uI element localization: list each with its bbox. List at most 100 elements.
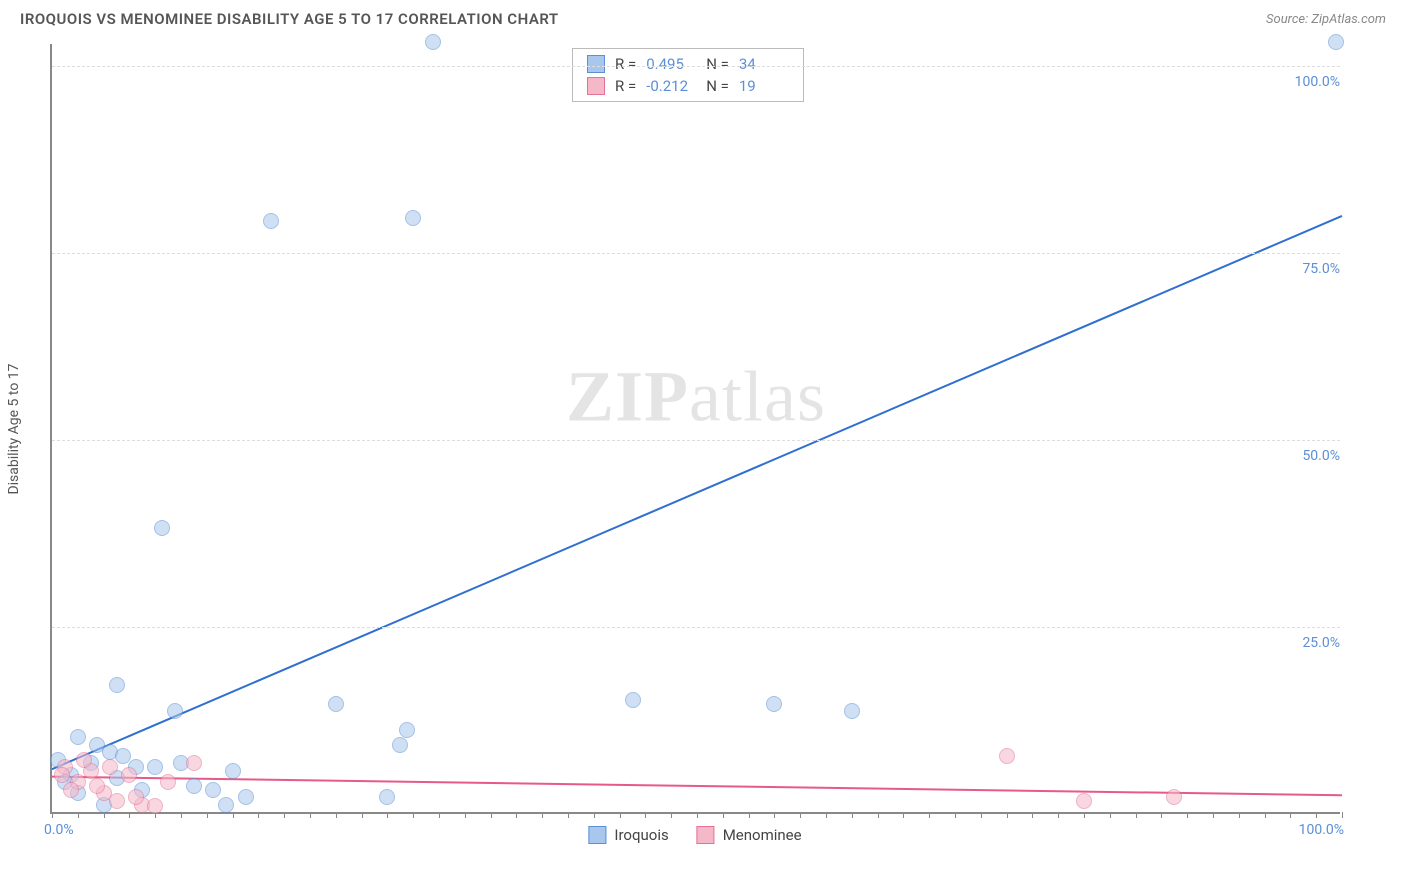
x-minor-tick	[104, 812, 105, 818]
x-minor-tick	[1110, 812, 1111, 818]
series-legend: Iroquois Menominee	[588, 826, 801, 844]
x-minor-tick	[542, 812, 543, 818]
x-minor-tick	[1187, 812, 1188, 818]
data-point	[154, 520, 170, 536]
data-point	[70, 729, 86, 745]
watermark-atlas: atlas	[689, 357, 826, 437]
legend-label-menominee: Menominee	[723, 826, 802, 844]
x-minor-tick	[1007, 812, 1008, 818]
source-label: Source: ZipAtlas.com	[1266, 12, 1386, 27]
data-point	[54, 767, 70, 783]
x-minor-tick	[52, 812, 53, 818]
watermark-zip: ZIP	[566, 357, 689, 437]
data-point	[186, 778, 202, 794]
x-minor-tick	[310, 812, 311, 818]
data-point	[147, 798, 163, 814]
gridline-h	[52, 627, 1340, 628]
data-point	[147, 759, 163, 775]
y-tick-label: 100.0%	[1291, 74, 1344, 90]
x-minor-tick	[697, 812, 698, 818]
trend-line	[52, 216, 1342, 769]
data-point	[218, 797, 234, 813]
n-value-0: 34	[739, 55, 789, 73]
x-minor-tick	[413, 812, 414, 818]
legend-item-iroquois: Iroquois	[588, 826, 668, 844]
x-minor-tick	[1265, 812, 1266, 818]
data-point	[167, 703, 183, 719]
data-point	[63, 782, 79, 798]
y-tick-label: 75.0%	[1298, 261, 1344, 277]
x-minor-tick	[568, 812, 569, 818]
x-minor-tick	[852, 812, 853, 818]
x-minor-tick	[207, 812, 208, 818]
x-minor-tick	[1032, 812, 1033, 818]
correlation-row-1: R = -0.212 N = 19	[573, 75, 803, 97]
correlation-row-0: R = 0.495 N = 34	[573, 53, 803, 75]
data-point	[1328, 34, 1344, 50]
data-point	[102, 759, 118, 775]
x-minor-tick	[129, 812, 130, 818]
x-minor-tick	[981, 812, 982, 818]
legend-item-menominee: Menominee	[697, 826, 802, 844]
legend-swatch-menominee	[587, 77, 605, 95]
x-minor-tick	[774, 812, 775, 818]
n-value-1: 19	[739, 77, 789, 95]
x-minor-tick	[1084, 812, 1085, 818]
legend-swatch-iroquois	[587, 55, 605, 73]
y-tick-label: 25.0%	[1298, 635, 1344, 651]
x-minor-tick	[749, 812, 750, 818]
y-tick-label: 50.0%	[1298, 448, 1344, 464]
x-minor-tick	[671, 812, 672, 818]
r-value-0: 0.495	[646, 55, 696, 73]
data-point	[109, 677, 125, 693]
r-value-1: -0.212	[646, 77, 696, 95]
x-minor-tick	[516, 812, 517, 818]
gridline-h	[52, 253, 1340, 254]
x-minor-tick	[1161, 812, 1162, 818]
data-point	[425, 34, 441, 50]
data-point	[225, 763, 241, 779]
x-minor-tick	[491, 812, 492, 818]
x-minor-tick	[1058, 812, 1059, 818]
data-point	[263, 213, 279, 229]
x-minor-tick	[955, 812, 956, 818]
data-point	[160, 774, 176, 790]
data-point	[379, 789, 395, 805]
x-minor-tick	[826, 812, 827, 818]
legend-swatch-iroquois-icon	[588, 826, 606, 844]
n-label: N =	[706, 77, 729, 95]
data-point	[109, 793, 125, 809]
data-point	[844, 703, 860, 719]
data-point	[205, 782, 221, 798]
x-minor-tick	[594, 812, 595, 818]
n-label: N =	[706, 55, 729, 73]
chart-header: IROQUOIS VS MENOMINEE DISABILITY AGE 5 T…	[0, 0, 1406, 34]
x-minor-tick	[903, 812, 904, 818]
chart-title: IROQUOIS VS MENOMINEE DISABILITY AGE 5 T…	[20, 10, 559, 28]
data-point	[999, 748, 1015, 764]
x-minor-tick	[723, 812, 724, 818]
r-label: R =	[615, 55, 636, 73]
plot-area: ZIPatlas R = 0.495 N = 34 R = -0.212 N =…	[50, 44, 1340, 814]
data-point	[405, 210, 421, 226]
x-minor-tick	[233, 812, 234, 818]
data-point	[392, 737, 408, 753]
data-point	[328, 696, 344, 712]
data-point	[186, 755, 202, 771]
x-minor-tick	[78, 812, 79, 818]
x-minor-tick	[362, 812, 363, 818]
data-point	[1166, 789, 1182, 805]
x-tick-origin: 0.0%	[44, 822, 74, 838]
x-minor-tick	[1136, 812, 1137, 818]
x-minor-tick	[645, 812, 646, 818]
x-minor-tick	[336, 812, 337, 818]
data-point	[625, 692, 641, 708]
data-point	[1076, 793, 1092, 809]
legend-label-iroquois: Iroquois	[614, 826, 668, 844]
x-minor-tick	[1213, 812, 1214, 818]
x-minor-tick	[1290, 812, 1291, 818]
x-minor-tick	[284, 812, 285, 818]
x-minor-tick	[181, 812, 182, 818]
y-axis-label: Disability Age 5 to 17	[6, 363, 22, 494]
x-tick-max: 100.0%	[1299, 822, 1344, 838]
